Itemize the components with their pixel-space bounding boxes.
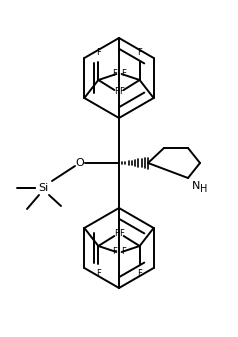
Text: F: F xyxy=(112,247,117,256)
Text: F: F xyxy=(96,48,101,57)
Text: F: F xyxy=(121,69,126,79)
Text: F: F xyxy=(119,229,124,239)
Text: N: N xyxy=(192,181,200,191)
Text: F: F xyxy=(114,229,119,239)
Text: H: H xyxy=(200,184,207,194)
Text: F: F xyxy=(112,69,117,79)
Text: O: O xyxy=(76,158,84,168)
Text: F: F xyxy=(114,88,119,96)
Text: F: F xyxy=(137,269,142,278)
Text: F: F xyxy=(121,247,126,256)
Text: F: F xyxy=(119,88,124,96)
Text: F: F xyxy=(137,48,142,57)
Text: F: F xyxy=(96,269,101,278)
Text: Si: Si xyxy=(38,183,48,193)
